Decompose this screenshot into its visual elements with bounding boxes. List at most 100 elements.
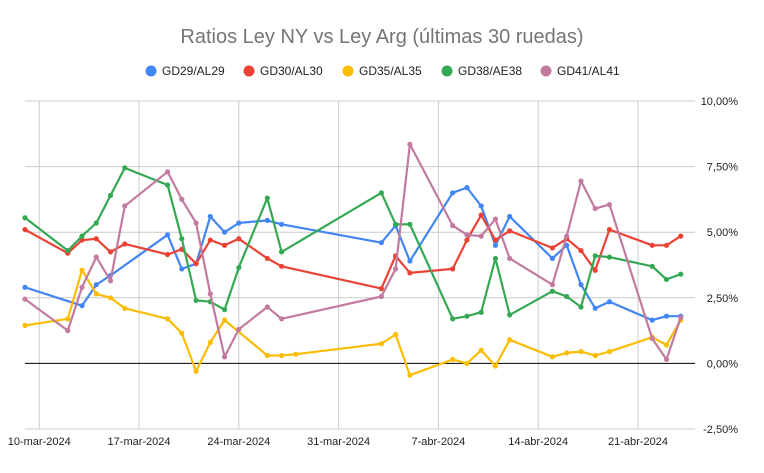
x-tick-label: 14-abr-2024 [508, 436, 568, 448]
data-point [207, 291, 213, 297]
data-point [464, 360, 470, 366]
data-point [450, 266, 456, 272]
data-point [122, 241, 128, 247]
data-point [221, 354, 228, 360]
data-point [79, 233, 85, 239]
data-point [264, 352, 270, 359]
data-point [663, 356, 670, 363]
data-point [649, 242, 655, 248]
data-point [264, 304, 270, 310]
data-point [193, 297, 199, 304]
data-point [122, 203, 128, 209]
data-point [407, 270, 413, 276]
series-gd35-al35 [22, 267, 684, 378]
data-point [236, 265, 242, 271]
data-point [378, 341, 384, 347]
y-tick-label: 0,00% [707, 358, 738, 370]
data-point [564, 293, 570, 300]
data-point [193, 261, 199, 267]
legend-marker [243, 65, 255, 77]
data-point [65, 316, 71, 322]
data-point [107, 278, 114, 284]
data-point [649, 317, 655, 323]
data-point [221, 229, 228, 235]
data-point [293, 351, 299, 357]
data-point [122, 165, 128, 171]
data-point [478, 347, 484, 353]
data-point [450, 316, 456, 322]
data-point [93, 291, 99, 297]
data-point [107, 192, 114, 199]
series-gd41-al41 [22, 141, 684, 363]
data-point [22, 322, 28, 328]
series-line [23, 166, 682, 320]
data-point [564, 350, 570, 356]
data-point [22, 215, 28, 221]
legend-marker [342, 65, 354, 77]
y-tick-label: 7,50% [707, 162, 738, 174]
data-point [378, 190, 384, 196]
data-point [478, 233, 484, 239]
data-point [492, 216, 499, 222]
data-point [507, 228, 513, 234]
data-point [164, 169, 171, 175]
legend-item[interactable]: GD29/AL29 [145, 64, 226, 78]
data-point [407, 221, 413, 227]
data-point [264, 217, 270, 223]
data-point [578, 304, 584, 310]
legend-item[interactable]: GD41/AL41 [540, 64, 621, 78]
legend-label: GD41/AL41 [557, 64, 620, 78]
series-line [23, 143, 682, 361]
data-point [478, 309, 484, 315]
data-point [478, 212, 484, 218]
data-point [578, 247, 584, 254]
data-point [164, 182, 171, 188]
data-point [264, 255, 270, 262]
data-point [663, 242, 670, 248]
data-point [592, 267, 598, 273]
data-point [649, 263, 655, 269]
data-point [179, 236, 185, 242]
data-point [179, 196, 185, 202]
data-point [549, 288, 556, 294]
data-point [278, 221, 285, 227]
data-point [22, 284, 28, 290]
data-point [221, 307, 228, 313]
legend-label: GD30/AL30 [260, 64, 323, 78]
y-tick-label: 2,50% [707, 293, 738, 305]
data-point [122, 305, 128, 311]
legend-label: GD38/AE38 [458, 64, 522, 78]
data-point [22, 226, 28, 233]
data-point [393, 331, 399, 338]
data-point [492, 242, 499, 248]
data-point [79, 267, 85, 273]
data-point [464, 184, 470, 191]
data-point [549, 255, 556, 262]
data-point [578, 348, 584, 355]
legend-marker [540, 65, 552, 77]
data-point [65, 328, 71, 334]
legend-item[interactable]: GD30/AL30 [243, 64, 324, 78]
data-point [378, 240, 384, 246]
x-tick-label: 21-abr-2024 [608, 436, 668, 448]
data-point [507, 312, 513, 318]
data-point [278, 249, 285, 255]
data-point [663, 276, 670, 283]
legend-item[interactable]: GD38/AE38 [441, 64, 523, 78]
data-point [492, 255, 499, 262]
data-point [549, 354, 556, 360]
data-point [79, 303, 85, 309]
series-line [23, 214, 682, 290]
data-point [478, 203, 484, 209]
data-point [549, 245, 556, 251]
legend-item[interactable]: GD35/AL35 [342, 64, 423, 78]
series-gd38-ae38 [22, 165, 684, 322]
data-point [164, 251, 171, 258]
data-point [492, 363, 499, 369]
data-point [464, 237, 470, 243]
data-point [393, 221, 399, 227]
data-point [450, 190, 456, 196]
y-tick-label: 5,00% [707, 227, 738, 239]
